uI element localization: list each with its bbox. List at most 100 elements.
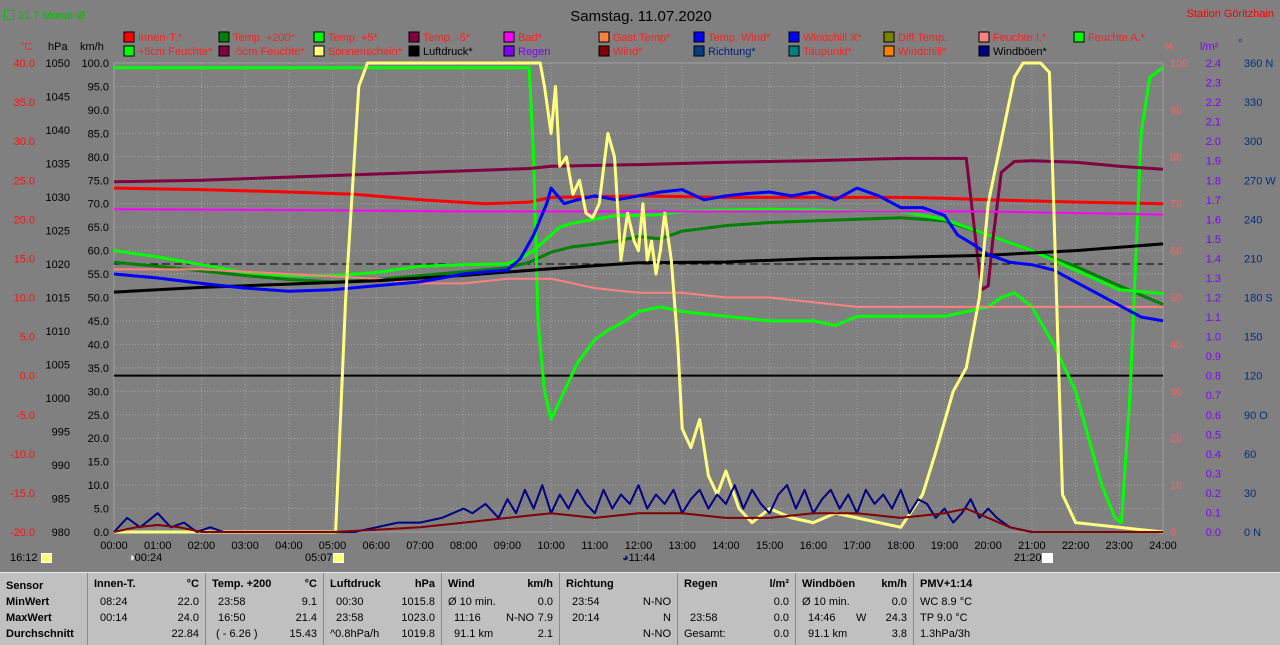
monthly-average: 21.7 Monat-Ø bbox=[18, 10, 86, 22]
pmv-r3: 1.3hPa/3h bbox=[920, 628, 971, 640]
tick-rain: 0.9 bbox=[1206, 351, 1221, 363]
wind-r2-val: 7.9 bbox=[537, 612, 553, 624]
legend-label: Richtung* bbox=[708, 46, 756, 58]
tick-speed: 0.0 bbox=[94, 527, 109, 539]
tick-x: 01:00 bbox=[144, 540, 172, 552]
temp200-min-time: 23:58 bbox=[218, 596, 246, 608]
tick-pressure: 980 bbox=[52, 527, 70, 539]
tick-speed: 95.0 bbox=[88, 81, 109, 93]
innen-max-val: 24.0 bbox=[177, 612, 199, 624]
legend-label: Diff Temp. bbox=[898, 32, 947, 44]
tick-rain: 0.1 bbox=[1206, 507, 1221, 519]
tick-speed: 80.0 bbox=[88, 152, 109, 164]
tick-temp: 40.0 bbox=[14, 58, 35, 70]
temp200-max-val: 21.4 bbox=[295, 612, 317, 624]
tick-percent: 90 bbox=[1170, 105, 1182, 117]
tick-percent: 0 bbox=[1170, 527, 1176, 539]
tick-x: 07:00 bbox=[406, 540, 434, 552]
monthly-avg-checkbox[interactable] bbox=[4, 10, 14, 20]
unit-rain: l/m² bbox=[1200, 41, 1219, 53]
tick-rain: 0.8 bbox=[1206, 371, 1221, 383]
legend-swatch bbox=[598, 31, 610, 43]
tick-temp: 20.0 bbox=[14, 214, 35, 226]
luftdruck-min-val: 1015.8 bbox=[401, 596, 435, 608]
noon-icon: ◕ bbox=[622, 552, 629, 564]
tick-x: 02:00 bbox=[188, 540, 216, 552]
tick-temp: 30.0 bbox=[14, 136, 35, 148]
tick-pressure: 1000 bbox=[46, 393, 70, 405]
legend-label: Windböen* bbox=[993, 46, 1048, 58]
tick-speed: 55.0 bbox=[88, 269, 109, 281]
innen-min-time: 08:24 bbox=[100, 596, 128, 608]
tick-pressure: 1025 bbox=[46, 226, 70, 238]
tick-direction: 150 bbox=[1244, 332, 1262, 344]
tick-rain: 0.0 bbox=[1206, 527, 1221, 539]
legend-swatch bbox=[1073, 31, 1085, 43]
tick-rain: 2.0 bbox=[1206, 136, 1221, 148]
legend-label: Windchill X* bbox=[803, 32, 862, 44]
tick-direction: 300 bbox=[1244, 136, 1262, 148]
innen-title: Innen-T. bbox=[94, 578, 136, 590]
windboen-r1-label: Ø 10 min. bbox=[802, 596, 850, 608]
stats-richtung: Richtung 23:54 N-NO 20:14 N N-NO bbox=[560, 573, 678, 645]
tick-pressure: 985 bbox=[52, 494, 70, 506]
luftdruck-avg: 1019.8 bbox=[401, 628, 435, 640]
tick-x: 13:00 bbox=[668, 540, 696, 552]
tick-x: 17:00 bbox=[843, 540, 871, 552]
regen-title: Regen bbox=[684, 578, 718, 590]
legend-label: Taupunkt* bbox=[803, 46, 853, 58]
windboen-r3-label: 91.1 km bbox=[808, 628, 848, 640]
tick-temp: -20.0 bbox=[10, 527, 35, 539]
stats-pmv: PMV+1:14 WC 8.9 °C TP 9.0 °C 1.3hPa/3h bbox=[914, 573, 1280, 645]
legend-swatch bbox=[883, 31, 895, 43]
wind-r3-label: 91.1 km bbox=[454, 628, 494, 640]
tick-rain: 1.8 bbox=[1206, 175, 1221, 187]
sun-marker-icon bbox=[40, 553, 52, 564]
series-line-wind bbox=[113, 507, 1163, 533]
regen-r3-label: Gesamt: bbox=[684, 628, 726, 640]
luftdruck-max-time: 23:58 bbox=[336, 612, 364, 624]
wind-r3-val: 2.1 bbox=[537, 628, 553, 640]
tick-direction: 60 bbox=[1244, 449, 1256, 461]
marker-noon: ◕11:44 bbox=[622, 552, 656, 564]
tick-percent: 80 bbox=[1170, 152, 1182, 164]
weather-chart: °C hPa km/h% l/m² ° 40.0 35.0 30.0 25.0 20.0 15.0 1… bbox=[4, 8, 1277, 564]
tick-x: 24:00 bbox=[1149, 540, 1177, 552]
tick-x: 16:00 bbox=[800, 540, 828, 552]
richtung-r2-val: N bbox=[663, 612, 671, 624]
legend-label: Windchill* bbox=[898, 46, 947, 58]
regen-r2-time: 23:58 bbox=[690, 612, 718, 624]
unit-speed: km/h bbox=[80, 41, 104, 53]
legend-swatch bbox=[598, 45, 610, 57]
wind-unit: km/h bbox=[527, 578, 553, 590]
legend-label: Temp. Wind* bbox=[708, 32, 771, 44]
legend-label: -5cm Feuchte* bbox=[233, 46, 305, 58]
windboen-unit: km/h bbox=[881, 578, 907, 590]
tick-x: 10:00 bbox=[537, 540, 565, 552]
windboen-r2-val: 24.3 bbox=[885, 612, 907, 624]
row-label-avg: Durchschnitt bbox=[6, 628, 74, 640]
series-line-temp-wind bbox=[113, 186, 1164, 323]
tick-direction: 330 bbox=[1244, 97, 1262, 109]
legend-label: Wind* bbox=[613, 46, 643, 58]
stats-panel: Sensor MinWert MaxWert Durchschnitt Inne… bbox=[0, 572, 1280, 645]
tick-percent: 20 bbox=[1170, 433, 1182, 445]
tick-speed: 50.0 bbox=[88, 293, 109, 305]
moon-icon: ◑ bbox=[128, 552, 135, 564]
unit-direction: ° bbox=[1238, 38, 1242, 50]
tick-rain: 0.2 bbox=[1206, 488, 1221, 500]
series-line-sonnenschein bbox=[114, 61, 1164, 534]
tick-speed: 60.0 bbox=[88, 246, 109, 258]
sunset-icon bbox=[1041, 553, 1053, 564]
tick-rain: 2.4 bbox=[1206, 58, 1221, 70]
tick-speed: 35.0 bbox=[88, 363, 109, 375]
tick-temp: -5.0 bbox=[16, 410, 35, 422]
legend-label: Innen-T.* bbox=[138, 32, 183, 44]
legend-label: Gast Temp* bbox=[613, 32, 671, 44]
tick-temp: 35.0 bbox=[14, 97, 35, 109]
legend-label: Temp. +5* bbox=[328, 32, 379, 44]
tick-pressure: 1010 bbox=[46, 326, 70, 338]
legend-swatch bbox=[313, 31, 325, 43]
temp200-avg-diff: ( - 6.26 ) bbox=[216, 628, 258, 640]
regen-unit: l/m² bbox=[769, 578, 789, 590]
